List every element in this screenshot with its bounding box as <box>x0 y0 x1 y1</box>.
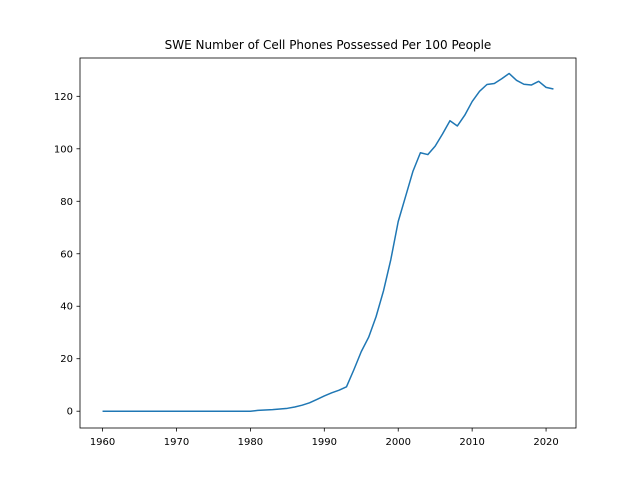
y-tick-label: 20 <box>60 354 73 365</box>
y-tick-label: 60 <box>60 249 73 260</box>
x-tick-label: 2020 <box>533 437 558 448</box>
plot-area <box>102 72 554 412</box>
x-tick-label: 1980 <box>238 437 263 448</box>
series-line <box>102 72 554 412</box>
y-tick-label: 100 <box>54 144 73 155</box>
y-tick-label: 0 <box>67 407 73 418</box>
x-tick-label: 1990 <box>312 437 337 448</box>
y-axis: 0 20 40 60 80 100 120 <box>54 92 80 418</box>
x-tick-label: 1960 <box>90 437 115 448</box>
x-tick-label: 2000 <box>385 437 410 448</box>
y-tick-label: 80 <box>60 197 73 208</box>
x-tick-label: 1970 <box>164 437 189 448</box>
chart-title: SWE Number of Cell Phones Possessed Per … <box>165 38 492 52</box>
x-axis: 1960 1970 1980 1990 2000 2010 2020 <box>90 428 559 448</box>
y-tick-label: 120 <box>54 92 73 103</box>
x-tick-label: 2010 <box>459 437 484 448</box>
axes-frame <box>79 57 577 429</box>
y-tick-label: 40 <box>60 302 73 313</box>
